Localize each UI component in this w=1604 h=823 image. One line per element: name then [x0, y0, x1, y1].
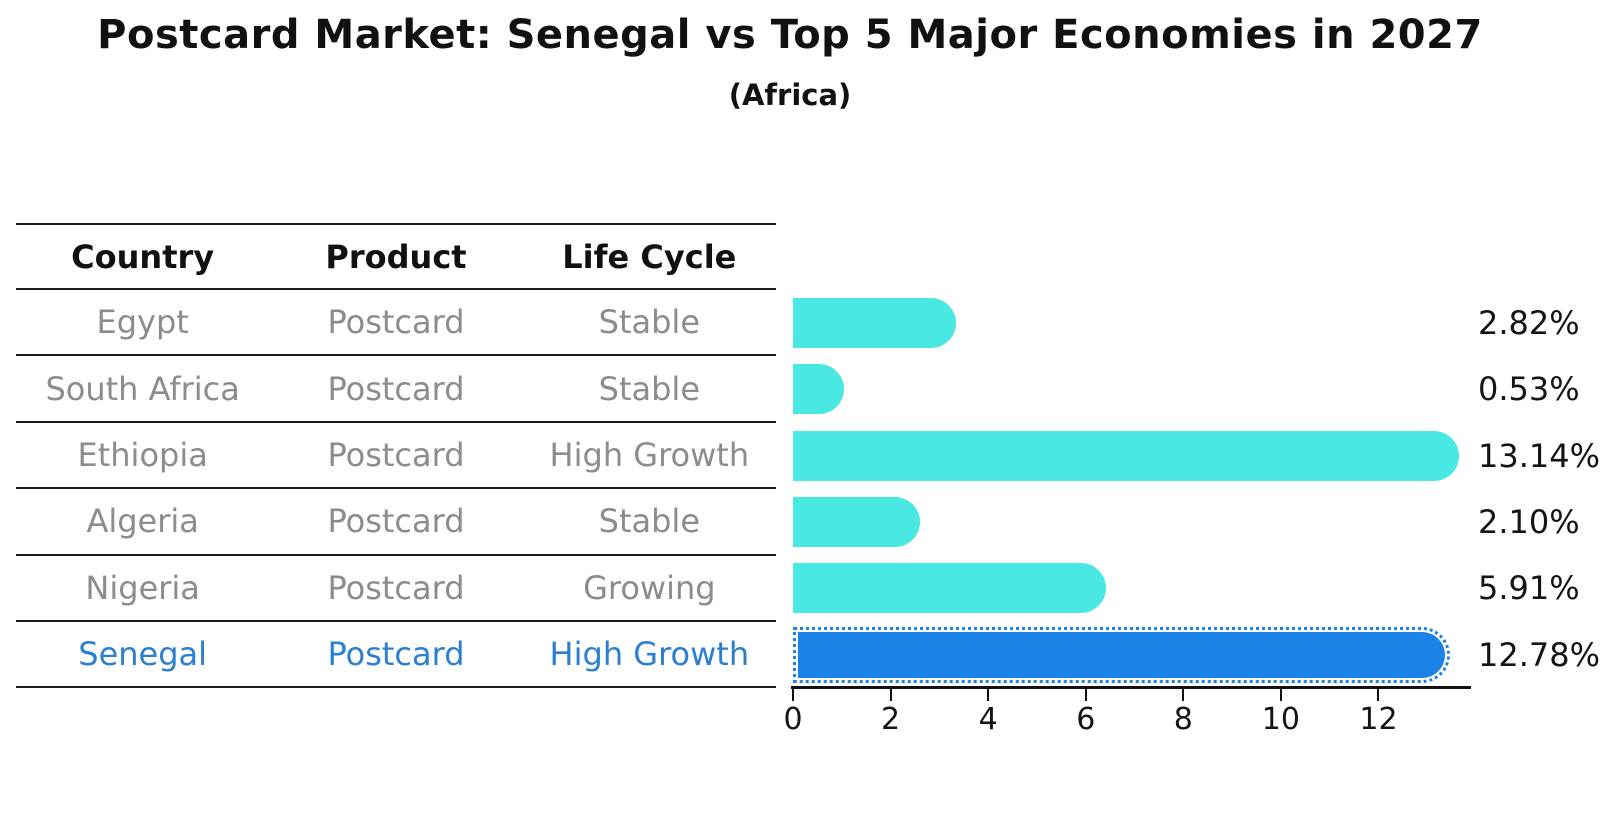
bar-row	[793, 622, 1471, 688]
value-label: 5.91%	[1478, 569, 1580, 608]
x-axis-tick	[1084, 689, 1087, 701]
value-label: 2.10%	[1478, 503, 1580, 542]
value-label: 13.14%	[1478, 436, 1601, 475]
country-table: Country Product Life Cycle Egypt Postcar…	[16, 223, 776, 689]
x-axis-tick-label: 8	[1173, 702, 1193, 737]
product-cell: Postcard	[327, 303, 465, 342]
x-axis: 0 2 4 6 8 10 12	[783, 686, 1471, 746]
bar-senegal-highlighted	[793, 626, 1450, 683]
product-cell: Postcard	[327, 568, 465, 607]
value-label: 2.82%	[1478, 304, 1580, 343]
bar-algeria	[793, 497, 921, 548]
x-axis-tick	[1279, 689, 1282, 701]
bar-egypt	[793, 298, 956, 349]
bar-ethiopia	[793, 430, 1460, 481]
chart-title: Postcard Market: Senegal vs Top 5 Major …	[97, 12, 1483, 58]
table-row: Nigeria Postcard Growing	[16, 556, 776, 622]
country-cell: Senegal	[78, 635, 208, 674]
bar-row	[793, 290, 1471, 356]
bar-chart-area	[793, 290, 1471, 688]
product-cell: Postcard	[327, 369, 465, 408]
value-label: 12.78%	[1478, 635, 1601, 674]
bar-row	[793, 555, 1471, 621]
x-axis-tick-label: 12	[1359, 702, 1398, 737]
x-axis-tick	[1377, 689, 1380, 701]
x-axis-tick-label: 0	[783, 702, 803, 737]
column-header-life-cycle: Life Cycle	[562, 237, 737, 276]
table-row: Algeria Postcard Stable	[16, 489, 776, 556]
x-axis-tick	[889, 689, 892, 701]
column-header-country: Country	[71, 237, 215, 276]
column-header-product: Product	[325, 237, 467, 276]
country-cell: South Africa	[45, 369, 240, 408]
bar-south-africa	[793, 364, 844, 415]
table-row: South Africa Postcard Stable	[16, 356, 776, 423]
table-row: Ethiopia Postcard High Growth	[16, 423, 776, 490]
product-cell: Postcard	[327, 635, 465, 674]
x-axis-tick	[792, 689, 794, 701]
product-cell: Postcard	[327, 435, 465, 474]
bar-row	[793, 423, 1471, 489]
bar-row	[793, 356, 1471, 422]
life-cycle-cell: Stable	[598, 303, 700, 342]
country-cell: Ethiopia	[77, 435, 208, 474]
country-cell: Egypt	[96, 303, 189, 342]
x-axis-tick-label: 2	[881, 702, 901, 737]
table-row: Egypt Postcard Stable	[16, 290, 776, 357]
x-axis-tick	[987, 689, 990, 701]
country-cell: Algeria	[86, 502, 199, 541]
chart-subtitle: (Africa)	[728, 78, 852, 112]
life-cycle-cell: High Growth	[549, 435, 750, 474]
x-axis-tick-label: 4	[978, 702, 998, 737]
life-cycle-cell: High Growth	[549, 635, 750, 674]
table-row-highlighted-senegal: Senegal Postcard High Growth	[16, 622, 776, 689]
table-header-row: Country Product Life Cycle	[16, 223, 776, 290]
bar-nigeria	[793, 563, 1107, 614]
x-axis-line	[791, 686, 1471, 689]
x-axis-tick-label: 10	[1261, 702, 1300, 737]
life-cycle-cell: Growing	[583, 568, 716, 607]
life-cycle-cell: Stable	[598, 502, 700, 541]
value-label-column: 2.82% 0.53% 13.14% 2.10% 5.91% 12.78%	[1478, 290, 1604, 688]
value-label: 0.53%	[1478, 370, 1580, 409]
country-cell: Nigeria	[85, 568, 200, 607]
x-axis-tick	[1182, 689, 1185, 701]
bar-row	[793, 489, 1471, 555]
life-cycle-cell: Stable	[598, 369, 700, 408]
product-cell: Postcard	[327, 502, 465, 541]
x-axis-tick-label: 6	[1076, 702, 1096, 737]
